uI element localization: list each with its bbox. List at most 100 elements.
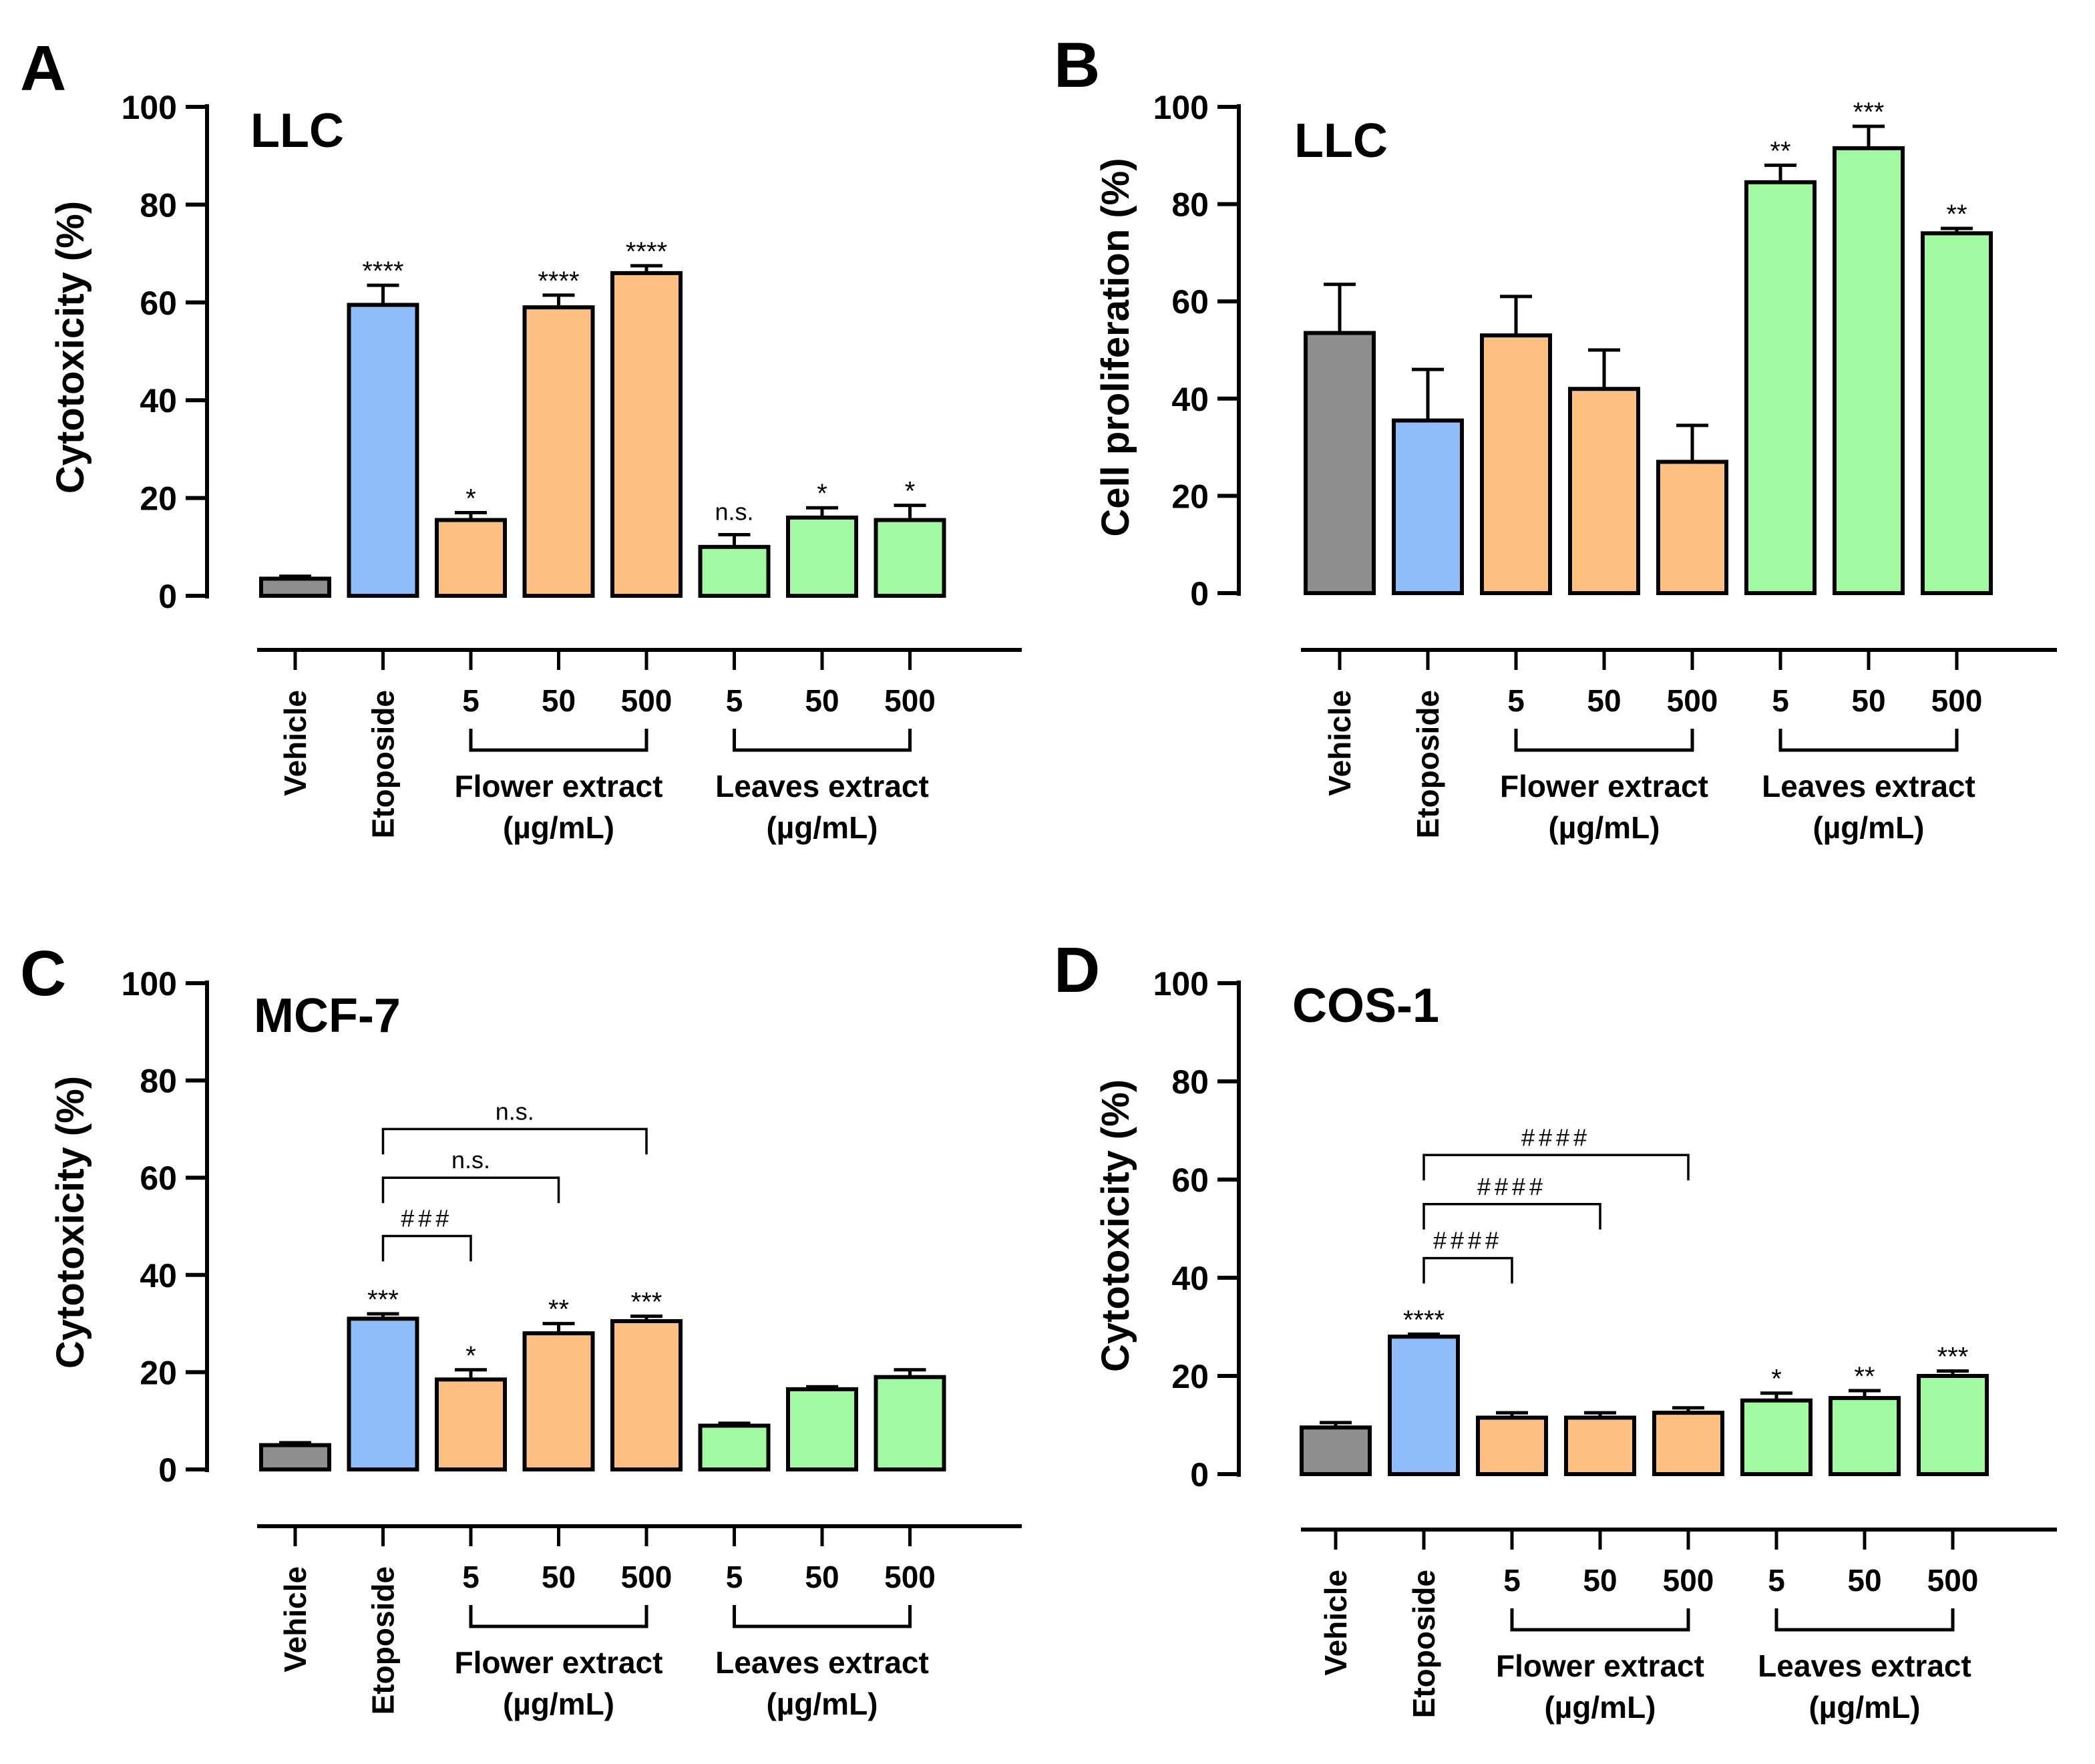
x-category-label: Etoposide bbox=[1410, 690, 1445, 838]
x-category-label: 50 bbox=[805, 1560, 839, 1594]
x-category-label: 50 bbox=[1847, 1563, 1881, 1598]
group-unit: (µg/mL) bbox=[1813, 810, 1924, 845]
bracket-label: #### bbox=[1521, 1123, 1591, 1151]
panel-title: LLC bbox=[250, 104, 344, 158]
panel-letter: A bbox=[20, 33, 66, 104]
y-tick-label: 80 bbox=[140, 186, 177, 224]
y-tick-label: 80 bbox=[1171, 1063, 1209, 1101]
y-tick-label: 100 bbox=[122, 965, 177, 1003]
x-category-label: 5 bbox=[1772, 683, 1789, 718]
group-name: Leaves extract bbox=[1758, 1648, 1971, 1683]
significance-label: *** bbox=[367, 1285, 399, 1314]
significance-label: **** bbox=[538, 267, 579, 296]
bar bbox=[1740, 1398, 1813, 1476]
bar bbox=[610, 271, 683, 598]
x-category-label: 5 bbox=[462, 1560, 480, 1594]
bar bbox=[1744, 180, 1817, 595]
bar bbox=[1388, 1335, 1460, 1476]
x-category-label: 5 bbox=[1768, 1563, 1785, 1598]
y-tick-label: 40 bbox=[140, 1257, 177, 1294]
x-category-label: 50 bbox=[1583, 1563, 1617, 1598]
x-category-label: Vehicle bbox=[278, 1566, 313, 1672]
significance-label: ** bbox=[1946, 200, 1967, 229]
y-tick-label: 80 bbox=[140, 1063, 177, 1100]
x-category-label: 50 bbox=[542, 1560, 576, 1594]
bar bbox=[1656, 460, 1728, 595]
group-unit: (µg/mL) bbox=[503, 1687, 614, 1721]
x-category-label: 5 bbox=[726, 683, 743, 718]
group-bracket bbox=[1514, 729, 1694, 752]
bracket-label: ### bbox=[401, 1205, 453, 1232]
panel-letter: D bbox=[1054, 934, 1100, 1006]
comparison-bracket bbox=[1422, 1256, 1513, 1284]
bracket-label: #### bbox=[1433, 1227, 1503, 1254]
group-bracket bbox=[1778, 729, 1959, 752]
panel-title: COS-1 bbox=[1292, 979, 1439, 1033]
group-unit: (µg/mL) bbox=[766, 810, 878, 845]
significance-label: ** bbox=[1770, 136, 1790, 166]
significance-label: * bbox=[465, 484, 476, 514]
bracket-label: #### bbox=[1477, 1173, 1547, 1200]
comparison-bracket bbox=[381, 1176, 560, 1204]
bar bbox=[1392, 418, 1464, 595]
group-bracket bbox=[469, 1605, 648, 1628]
y-tick-label: 40 bbox=[1171, 381, 1209, 418]
y-tick-label: 60 bbox=[1171, 1162, 1209, 1199]
bracket-label: n.s. bbox=[496, 1097, 534, 1125]
x-category-label: 500 bbox=[1927, 1563, 1979, 1598]
bar bbox=[1304, 331, 1376, 595]
x-category-label: Vehicle bbox=[278, 690, 313, 796]
comparison-bracket bbox=[1422, 1154, 1690, 1181]
group-name: Flower extract bbox=[1500, 769, 1708, 804]
significance-label: n.s. bbox=[715, 498, 753, 526]
bracket-label: n.s. bbox=[451, 1146, 490, 1174]
significance-label: *** bbox=[631, 1288, 662, 1317]
group-name: Flower extract bbox=[455, 769, 663, 804]
bar bbox=[1564, 1415, 1636, 1477]
significance-label: * bbox=[1771, 1365, 1782, 1394]
y-axis-label: Cytotoxicity (%) bbox=[1094, 1079, 1137, 1372]
x-category-label: Etoposide bbox=[1406, 1570, 1441, 1718]
significance-label: ** bbox=[548, 1295, 569, 1325]
bar bbox=[259, 1443, 331, 1472]
y-axis-label: Cell proliferation (%) bbox=[1094, 158, 1137, 536]
bar bbox=[347, 303, 419, 598]
group-bracket bbox=[469, 729, 648, 752]
panel-letter: C bbox=[20, 938, 66, 1009]
bar bbox=[435, 1377, 507, 1472]
bar bbox=[874, 518, 946, 598]
significance-label: **** bbox=[1403, 1306, 1445, 1335]
y-tick-label: 80 bbox=[1171, 186, 1209, 224]
group-unit: (µg/mL) bbox=[1544, 1690, 1656, 1725]
significance-label: **** bbox=[626, 237, 667, 267]
panel-letter: B bbox=[1054, 29, 1100, 101]
y-tick-label: 100 bbox=[1153, 965, 1209, 1003]
x-category-label: 5 bbox=[462, 683, 480, 718]
comparison-bracket bbox=[381, 1127, 648, 1155]
y-axis-label: Cytotoxicity (%) bbox=[49, 1076, 92, 1369]
bar bbox=[698, 544, 771, 598]
x-category-label: Vehicle bbox=[1318, 1570, 1353, 1676]
x-category-label: 50 bbox=[542, 683, 576, 718]
group-unit: (µg/mL) bbox=[766, 1687, 878, 1721]
group-unit: (µg/mL) bbox=[1548, 810, 1660, 845]
y-tick-label: 60 bbox=[140, 1160, 177, 1197]
x-category-label: 500 bbox=[1663, 1563, 1714, 1598]
x-category-label: 500 bbox=[884, 683, 936, 718]
group-unit: (µg/mL) bbox=[503, 810, 614, 845]
group-name: Leaves extract bbox=[715, 769, 929, 804]
y-tick-label: 0 bbox=[1190, 1456, 1209, 1493]
bar bbox=[522, 1331, 595, 1472]
significance-label: ** bbox=[1854, 1362, 1875, 1391]
x-category-label: 5 bbox=[726, 1560, 743, 1594]
y-tick-label: 20 bbox=[1171, 478, 1209, 515]
y-tick-label: 100 bbox=[1153, 89, 1209, 126]
bar bbox=[522, 305, 595, 598]
x-category-label: Etoposide bbox=[366, 690, 401, 838]
group-bracket bbox=[1774, 1608, 1955, 1632]
y-tick-label: 0 bbox=[1190, 575, 1209, 612]
y-tick-label: 20 bbox=[140, 1354, 177, 1391]
panel-title: LLC bbox=[1294, 114, 1388, 168]
